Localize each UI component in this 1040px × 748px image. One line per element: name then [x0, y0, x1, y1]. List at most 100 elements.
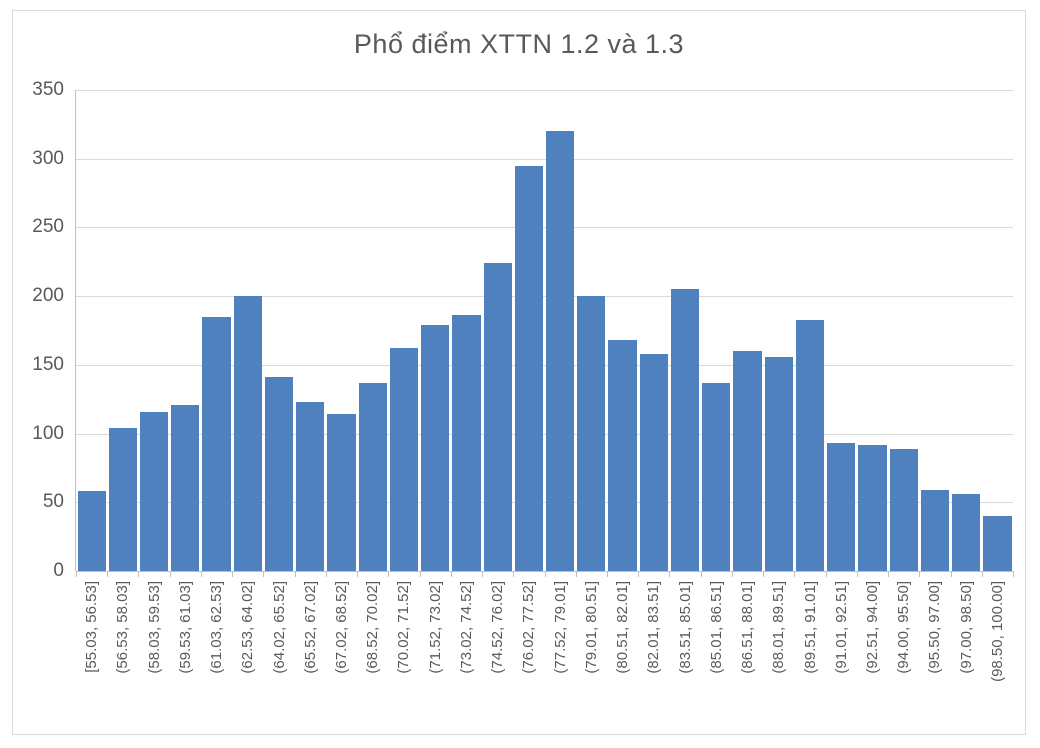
bar-slot [388, 90, 419, 571]
x-label-slot: (62.53, 64.02] [232, 581, 263, 674]
x-tick-mark [544, 571, 546, 577]
x-label-slot: (80.51, 82.01] [607, 581, 638, 674]
y-tick-label-50: 50 [42, 491, 64, 513]
bar-slot [170, 90, 201, 571]
bar-slot [420, 90, 451, 571]
plot-area [75, 90, 1013, 572]
x-label-slot: (70.02, 71.52] [388, 581, 419, 674]
bar-(88.01, 89.51] [764, 356, 793, 571]
x-tick-label: [55.03, 56.53] [83, 581, 101, 673]
x-tick-mark [263, 571, 265, 577]
x-label-slot: (74.52, 76.02] [482, 581, 513, 674]
x-axis: [55.03, 56.53] (56.53, 58.03] (58.03, 59.5… [76, 581, 1013, 682]
bar-slot [951, 90, 982, 571]
bar-(92.51, 94.00] [858, 444, 887, 571]
x-label-slot: (83.51, 85.01] [669, 581, 700, 674]
chart-frame: Phổ điểm XTTN 1.2 và 1.3 0 50 100 150 200 250… [12, 10, 1026, 735]
x-tick-label: (67.02, 68.52] [332, 581, 350, 674]
bar-(89.51, 91.01] [795, 319, 825, 571]
bar-slot [763, 90, 794, 571]
gridline-300 [76, 158, 1013, 160]
x-tick-label: (73.02, 74.52] [457, 581, 475, 674]
y-tick-label-300: 300 [32, 147, 64, 169]
bar-(79.01, 80.51] [577, 296, 606, 571]
bar-(86.51, 88.01] [733, 351, 762, 571]
x-label-slot: (59.53, 61.03] [170, 581, 201, 674]
bar-slot [138, 90, 169, 571]
bar-slot [857, 90, 888, 571]
x-tick-label: (70.02, 71.52] [395, 581, 413, 674]
x-tick-label: (83.51, 85.01] [676, 581, 694, 674]
bar-slot [669, 90, 700, 571]
bar-(82.01, 83.51] [639, 353, 668, 571]
bar-(94.00, 95.50] [889, 448, 918, 571]
x-tick-label: (82.01, 83.51] [645, 581, 663, 674]
bar-(98.50, 100.00] [983, 516, 1012, 571]
x-tick-label: (94.00, 95.50] [895, 581, 913, 674]
x-tick-mark [107, 571, 109, 577]
x-label-slot: (65.52, 67.02] [295, 581, 326, 674]
x-tick-label: (74.52, 76.02] [489, 581, 507, 674]
bar-(58.03, 59.53] [139, 411, 169, 571]
x-tick-mark [450, 571, 452, 577]
bar-(77.52, 79.01] [546, 131, 575, 571]
x-tick-label: (89.51, 91.01] [801, 581, 819, 674]
bar-slot [794, 90, 825, 571]
x-tick-label: (85.01, 86.51] [707, 581, 725, 674]
bar-slot [888, 90, 919, 571]
x-label-slot: (61.03, 62.53] [201, 581, 232, 674]
bar-slot [107, 90, 138, 571]
bar-slot [638, 90, 669, 571]
bar-slot [326, 90, 357, 571]
bar-slot [701, 90, 732, 571]
x-label-slot: (86.51, 88.01] [732, 581, 763, 674]
y-tick-label-200: 200 [32, 285, 64, 307]
x-tick-mark [169, 571, 171, 577]
x-label-slot: (58.03, 59.53] [138, 581, 169, 674]
x-tick-mark [482, 571, 484, 577]
x-tick-mark [200, 571, 202, 577]
x-tick-mark [669, 571, 671, 577]
x-label-slot: (91.01, 92.51] [826, 581, 857, 674]
x-tick-label: (71.52, 73.02] [426, 581, 444, 674]
bar-(83.51, 85.01] [670, 289, 700, 571]
bar-slot [295, 90, 326, 571]
bar-(61.03, 62.53] [202, 316, 231, 571]
x-tick-label: (98.50, 100.00] [988, 581, 1006, 682]
bar-slot [607, 90, 638, 571]
x-tick-mark [950, 571, 952, 577]
x-tick-mark [232, 571, 234, 577]
x-label-slot: (94.00, 95.50] [888, 581, 919, 674]
x-tick-label: (92.51, 94.00] [863, 581, 881, 674]
x-tick-label: (91.01, 92.51] [832, 581, 850, 674]
chart-title: Phổ điểm XTTN 1.2 và 1.3 [353, 29, 685, 59]
bar-(59.53, 61.03] [171, 404, 200, 571]
x-label-slot: (68.52, 70.02] [357, 581, 388, 674]
x-label-slot: (73.02, 74.52] [451, 581, 482, 674]
x-axis-ticks [76, 571, 1014, 577]
bar-(56.53, 58.03] [108, 428, 137, 571]
x-label-slot: (82.01, 83.51] [638, 581, 669, 674]
x-label-slot: (64.02, 65.52] [263, 581, 294, 674]
bar-(62.53, 64.02] [233, 296, 262, 571]
x-tick-mark [1013, 571, 1014, 577]
x-label-slot: (89.51, 91.01] [794, 581, 825, 674]
bar-(97.00, 98.50] [952, 494, 981, 571]
x-tick-label: (95.50, 97.00] [926, 581, 944, 674]
bar-(73.02, 74.52] [452, 315, 481, 571]
x-tick-mark [888, 571, 890, 577]
x-label-slot: [55.03, 56.53] [76, 581, 107, 673]
x-label-slot: (77.52, 79.01] [545, 581, 576, 674]
x-label-slot: (97.00, 98.50] [951, 581, 982, 674]
x-label-slot: (95.50, 97.00] [919, 581, 950, 674]
bar-slot [232, 90, 263, 571]
bar-slot [826, 90, 857, 571]
bars-layer [76, 90, 1013, 571]
bar-(71.52, 73.02] [421, 325, 450, 571]
bar-slot [513, 90, 544, 571]
gridline-150 [76, 364, 1013, 366]
x-tick-mark [357, 571, 359, 577]
bar-slot [451, 90, 482, 571]
bar-(67.02, 68.52] [327, 414, 356, 571]
x-tick-label: (59.53, 61.03] [176, 581, 194, 674]
